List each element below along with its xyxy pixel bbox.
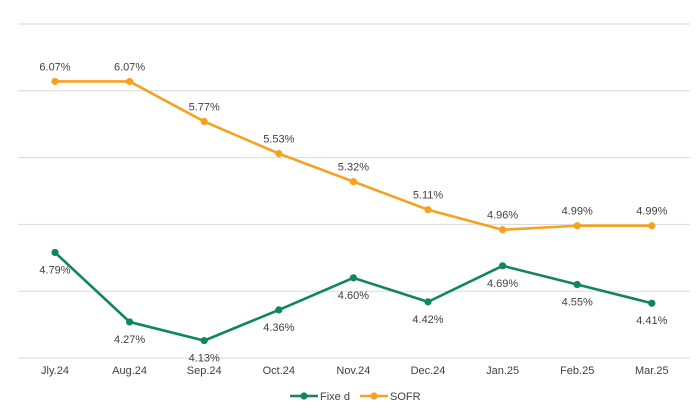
data-label-fixed: 4.79%: [39, 264, 70, 276]
x-tick-label: Jan.25: [486, 365, 519, 377]
data-point-sofr: [573, 222, 581, 230]
data-label-sofr: 5.32%: [338, 162, 369, 174]
data-point-fixed: [499, 262, 507, 270]
data-label-fixed: 4.41%: [636, 315, 667, 327]
gridlines: [18, 23, 690, 359]
data-label-fixed: 4.27%: [114, 334, 145, 346]
legend: Fixe d SOFR: [290, 391, 421, 403]
data-point-fixed: [275, 306, 283, 314]
data-label-sofr: 6.07%: [114, 61, 145, 73]
data-label-sofr: 6.07%: [39, 61, 70, 73]
data-label-fixed: 4.42%: [412, 314, 443, 326]
data-label-fixed: 4.69%: [487, 278, 518, 290]
data-point-fixed: [424, 298, 432, 306]
data-label-fixed: 4.60%: [338, 290, 369, 302]
data-point-fixed: [349, 274, 357, 282]
data-point-fixed: [51, 248, 59, 257]
data-label-fixed: 4.55%: [562, 297, 593, 309]
x-tick-label: Jly.24: [41, 365, 69, 377]
data-point-fixed: [200, 337, 208, 345]
x-tick-label: Feb.25: [560, 365, 594, 377]
data-point-sofr: [51, 77, 59, 86]
data-point-sofr: [349, 178, 357, 186]
legend-marker-icon: [300, 392, 308, 400]
data-point-sofr: [200, 117, 208, 126]
legend-label: SOFR: [390, 391, 421, 403]
data-point-fixed: [573, 280, 581, 289]
x-tick-label: Nov.24: [336, 365, 370, 377]
data-label-sofr: 4.96%: [487, 210, 518, 222]
data-point-sofr: [275, 149, 283, 158]
data-point-fixed: [126, 318, 134, 326]
data-label-fixed: 4.36%: [263, 322, 294, 334]
legend-item-fixed[interactable]: Fixe d: [290, 391, 350, 403]
data-label-sofr: 5.53%: [263, 134, 294, 146]
legend-label: Fixe d: [320, 391, 350, 403]
legend-item-sofr[interactable]: SOFR: [360, 391, 421, 403]
data-label-sofr: 5.11%: [413, 190, 444, 202]
data-point-fixed: [648, 299, 656, 307]
data-label-sofr: 4.99%: [636, 206, 667, 218]
data-point-sofr: [126, 77, 134, 86]
data-label-sofr: 5.77%: [189, 102, 220, 114]
data-labels: 4.79% 4.27% 4.13% 4.36% 4.60% 4.42% 4.69% 4.55%…: [39, 61, 667, 364]
data-label-sofr: 4.99%: [562, 206, 593, 218]
x-tick-label: Oct.24: [263, 365, 295, 377]
series-layer: [51, 77, 656, 345]
x-tick-label: Mar.25: [635, 365, 669, 377]
x-tick-label: Aug.24: [112, 365, 147, 377]
data-label-fixed: 4.13%: [189, 353, 220, 365]
x-tick-label: Sep.24: [187, 365, 222, 377]
x-axis: Jly.24 Aug.24 Sep.24 Oct.24 Nov.24 Dec.24 Jan.…: [41, 365, 669, 377]
x-tick-label: Dec.24: [411, 365, 446, 377]
data-point-sofr: [424, 206, 432, 214]
data-point-sofr: [648, 222, 656, 230]
legend-marker-icon: [370, 392, 378, 400]
data-point-sofr: [499, 226, 507, 234]
